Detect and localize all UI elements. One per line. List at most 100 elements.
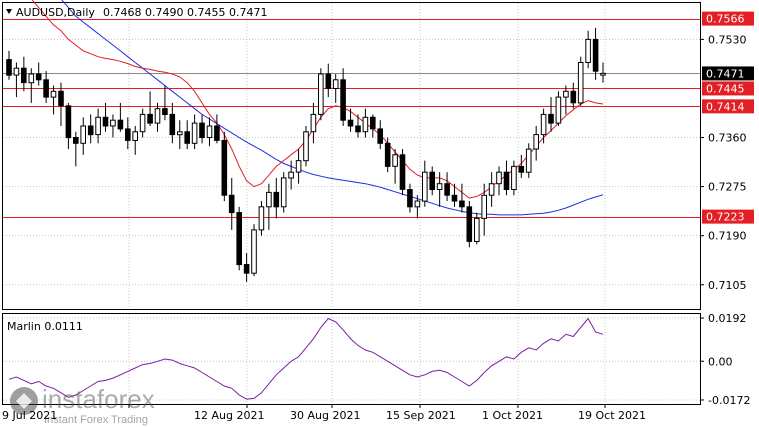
current-price-bg: [702, 66, 754, 81]
candle-body-down: [228, 194, 235, 214]
candle-body-up: [577, 62, 584, 104]
candle-body-down: [273, 191, 280, 208]
candle-body-up: [191, 122, 198, 144]
candle: [592, 27, 599, 80]
candle: [251, 224, 257, 277]
candle-body-down: [102, 116, 109, 127]
candle: [451, 183, 458, 207]
candle-body-up: [303, 131, 309, 162]
candle: [258, 201, 265, 236]
candle: [117, 102, 124, 132]
candle: [169, 102, 176, 144]
candle-body-up: [28, 73, 35, 84]
candle-body-up: [206, 125, 213, 138]
chart-header: AUDUSD,Daily 0.7468 0.7490 0.7455 0.7471: [6, 6, 267, 19]
candle: [184, 120, 190, 150]
price-tick-label: 0.7105: [708, 279, 747, 292]
candle-body-up: [295, 160, 302, 173]
level-tag-label: 0.7414: [706, 100, 745, 113]
candle-body-up: [585, 38, 591, 64]
candle-body-up: [540, 113, 547, 136]
candle: [58, 82, 64, 126]
candle: [228, 177, 235, 230]
candle: [414, 195, 421, 219]
candle-body-up: [392, 154, 398, 167]
candle-body-down: [221, 139, 228, 196]
marlin-line: [8, 317, 604, 400]
candle: [87, 114, 94, 144]
level-price-tag: 0.7445: [702, 81, 754, 96]
candle-body-down: [169, 113, 176, 136]
candle: [132, 125, 138, 155]
watermark: instaforex Instant Forex Trading: [10, 384, 155, 426]
candle: [50, 85, 57, 115]
candle-body-down: [214, 125, 220, 141]
level-tag-bg: [702, 11, 754, 26]
candle: [110, 114, 116, 138]
candle-body-down: [43, 79, 49, 98]
candle: [125, 117, 131, 150]
candle: [28, 68, 35, 103]
candle: [370, 114, 376, 138]
candle-body-down: [184, 131, 190, 144]
candle-body-down: [451, 194, 458, 202]
time-axis: 9 Jul 2021 12 Aug 2021 30 Aug 2021 15 Sep 2…: [2, 404, 646, 422]
candle-body-down: [243, 264, 250, 274]
candle-body-down: [444, 183, 450, 196]
candle-body-down: [407, 189, 413, 208]
candle-body-up: [154, 108, 161, 124]
candle-body-up: [177, 131, 183, 136]
candle: [384, 137, 391, 173]
current-price-label: 0.7471: [706, 67, 745, 80]
candle: [65, 102, 72, 150]
level-tag-label: 0.7566: [706, 13, 745, 26]
candle-body-up: [362, 116, 369, 133]
candle-body-down: [58, 90, 64, 107]
candle-body-up: [414, 200, 421, 208]
level-price-tag: 0.7414: [702, 99, 754, 114]
candle-body-up: [511, 165, 517, 190]
candle-body-up: [555, 96, 562, 124]
candle: [21, 56, 27, 92]
candle: [221, 131, 228, 202]
candle: [73, 131, 79, 167]
level-tag-bg: [702, 99, 754, 114]
candle: [154, 102, 161, 132]
symbol-dropdown-icon[interactable]: [6, 9, 12, 14]
candle: [295, 149, 302, 184]
level-tag-bg: [702, 209, 754, 224]
indicator-tick-label: 0.00: [708, 355, 733, 368]
candle: [377, 120, 383, 150]
time-tick-label: 15 Sep 2021: [386, 409, 456, 422]
candle: [355, 114, 361, 138]
candle-body-up: [280, 177, 287, 208]
candle: [399, 149, 406, 196]
candle: [191, 114, 198, 150]
indicator-tick-label: -0.0172: [708, 394, 750, 407]
main-panel-frame: [2, 2, 701, 310]
indicator-grid: [3, 314, 700, 404]
candle-body-up: [50, 90, 57, 98]
candle-body-down: [147, 113, 153, 124]
indicator-axis: 0.0192 0.00 -0.0172: [700, 312, 750, 407]
current-price-tag: 0.7471: [702, 66, 754, 81]
candle: [488, 172, 495, 207]
candle: [407, 183, 413, 213]
candle: [362, 108, 369, 138]
candle: [474, 212, 480, 245]
candle: [6, 50, 12, 80]
candle-body-down: [21, 67, 27, 84]
candle: [273, 177, 280, 219]
candle: [533, 125, 540, 161]
candle-body-up: [496, 171, 502, 185]
candle-body-down: [6, 59, 12, 76]
candle-body-up: [258, 206, 265, 231]
candle: [585, 30, 591, 69]
candle: [422, 160, 428, 207]
marlin-oscillator: [8, 317, 604, 400]
candle: [310, 102, 317, 144]
candle: [214, 114, 220, 144]
level-price-tag: 0.7223: [702, 209, 754, 224]
candle-body-down: [570, 90, 577, 104]
candle-body-down: [162, 108, 168, 115]
